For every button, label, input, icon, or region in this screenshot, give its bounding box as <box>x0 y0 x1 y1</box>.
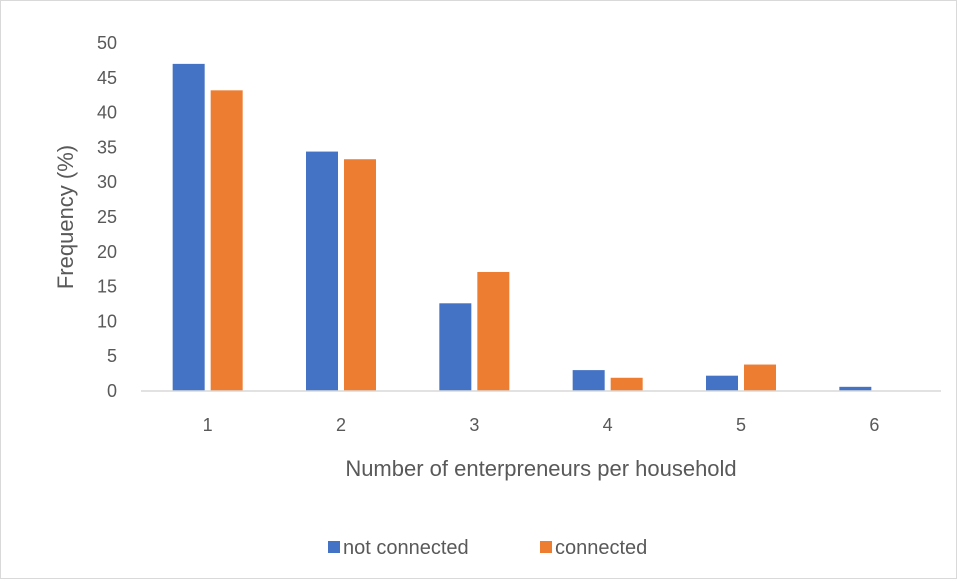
x-tick-label: 2 <box>336 415 346 435</box>
x-tick-label: 6 <box>869 415 879 435</box>
y-tick-label: 15 <box>97 277 117 297</box>
legend-swatch-not-connected <box>328 541 340 553</box>
bar-connected-1 <box>210 90 243 391</box>
x-tick-label: 3 <box>469 415 479 435</box>
y-tick-label: 0 <box>107 381 117 401</box>
x-tick-label: 4 <box>603 415 613 435</box>
bar-not-connected-6 <box>839 386 872 391</box>
bar-not-connected-5 <box>706 375 738 391</box>
y-tick-label: 20 <box>97 242 117 262</box>
bar-not-connected-3 <box>439 303 472 391</box>
legend-swatch-connected <box>540 541 552 553</box>
y-tick-label: 40 <box>97 103 117 123</box>
bar-not-connected-1 <box>172 63 205 391</box>
x-axis-ticks: 1 2 3 4 5 6 <box>203 415 880 435</box>
y-tick-label: 25 <box>97 207 117 227</box>
bar-not-connected-4 <box>572 370 605 391</box>
legend: not connected connected <box>328 537 647 559</box>
y-tick-label: 50 <box>97 33 117 53</box>
y-tick-label: 45 <box>97 68 117 88</box>
y-axis-ticks: 0 5 10 15 20 25 30 35 40 45 50 <box>97 33 117 401</box>
y-tick-label: 35 <box>97 137 117 157</box>
bar-connected-5 <box>744 364 776 391</box>
bars <box>172 63 872 391</box>
x-tick-label: 1 <box>203 415 213 435</box>
bar-connected-3 <box>477 271 510 391</box>
bar-connected-2 <box>344 159 376 391</box>
legend-label-not-connected: not connected <box>343 537 469 559</box>
bar-connected-4 <box>610 377 643 391</box>
x-tick-label: 5 <box>736 415 746 435</box>
y-tick-label: 10 <box>97 311 117 331</box>
y-axis-title: Frequency (%) <box>53 145 78 289</box>
bar-not-connected-2 <box>306 151 338 391</box>
legend-label-connected: connected <box>555 537 647 559</box>
y-tick-label: 30 <box>97 172 117 192</box>
y-tick-label: 5 <box>107 346 117 366</box>
x-axis-title: Number of enterpreneurs per household <box>345 456 736 481</box>
